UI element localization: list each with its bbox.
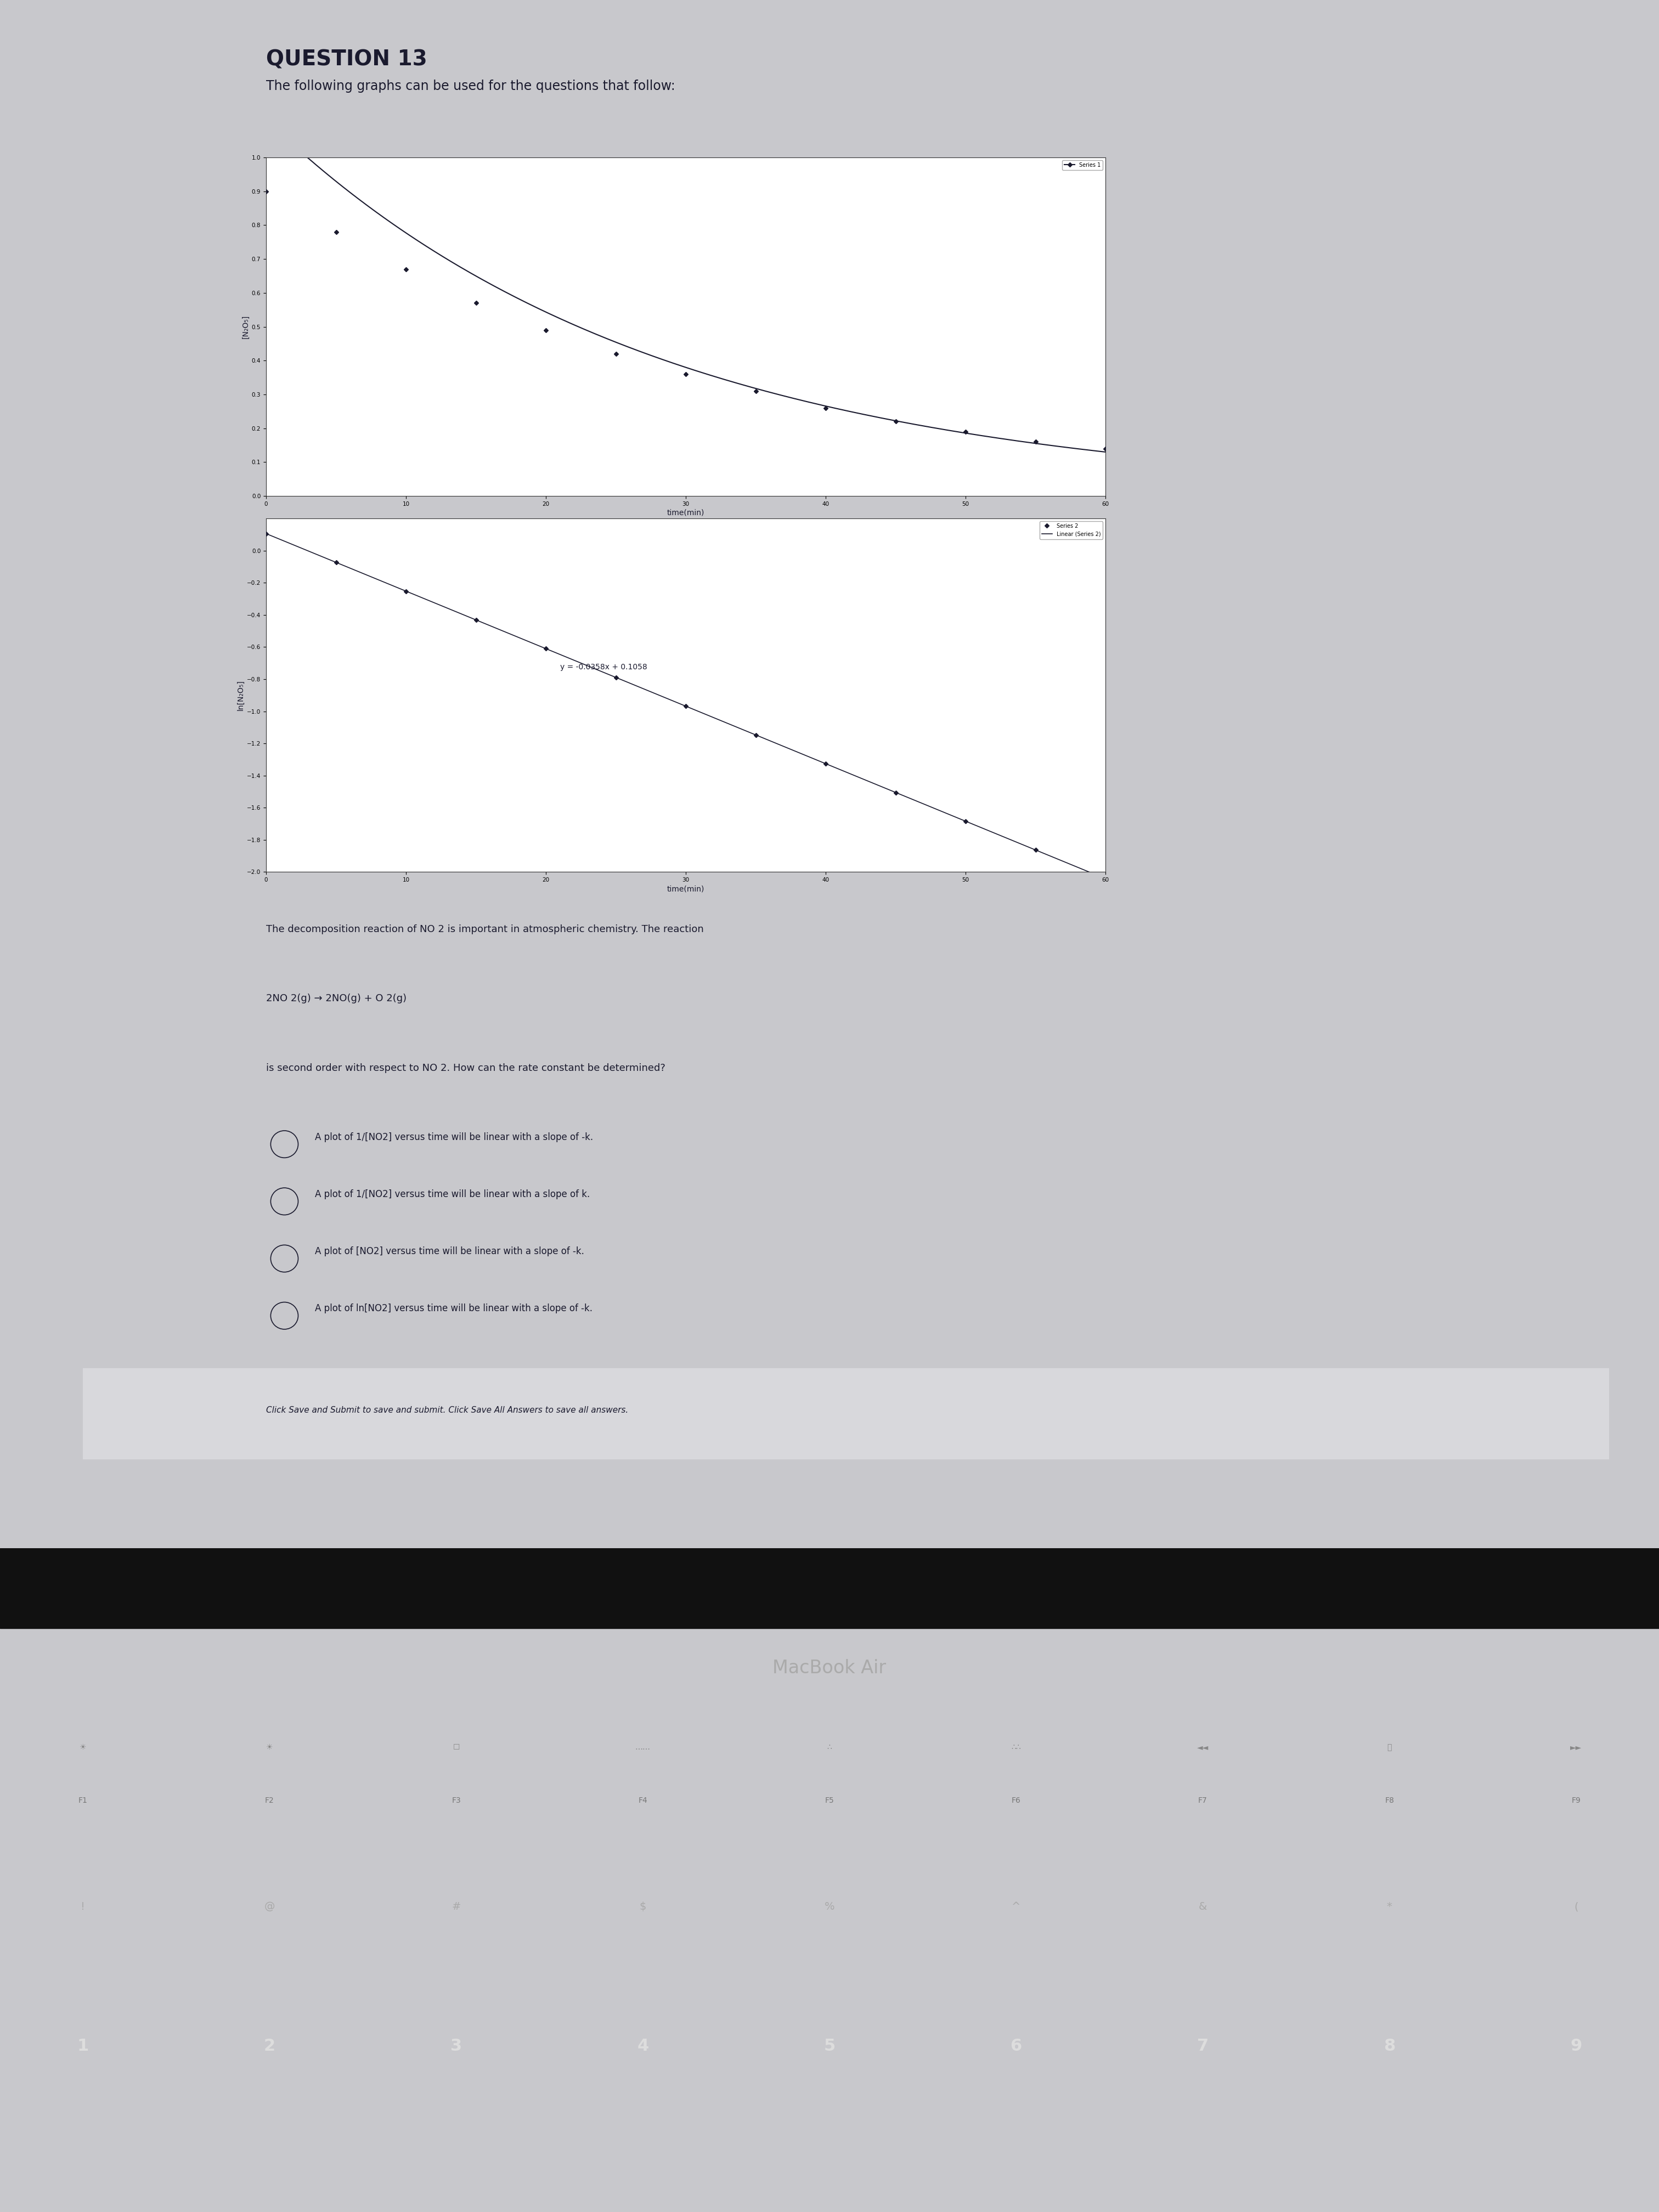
Legend: Series 1: Series 1 xyxy=(1062,159,1103,170)
Text: F4: F4 xyxy=(639,1796,647,1805)
Text: 1: 1 xyxy=(76,2037,90,2055)
Text: F6: F6 xyxy=(1012,1796,1020,1805)
Text: 9: 9 xyxy=(1569,2037,1583,2055)
Text: F2: F2 xyxy=(265,1796,274,1805)
Text: is second order with respect to NO 2. How can the rate constant be determined?: is second order with respect to NO 2. Ho… xyxy=(265,1064,665,1073)
Text: A plot of ln[NO2] versus time will be linear with a slope of -k.: A plot of ln[NO2] versus time will be li… xyxy=(315,1303,592,1314)
Text: 3: 3 xyxy=(451,2037,461,2055)
Text: F8: F8 xyxy=(1385,1796,1394,1805)
Text: Click Save and Submit to save and submit. Click Save All Answers to save all ans: Click Save and Submit to save and submit… xyxy=(265,1407,629,1413)
Series 2 xyxy=(816,750,836,776)
Text: ∴∴: ∴∴ xyxy=(1012,1743,1020,1752)
Series 2 xyxy=(1095,865,1115,891)
Linear (Series 2) xyxy=(259,522,279,549)
Linear (Series 2) xyxy=(1017,834,1037,860)
Text: F5: F5 xyxy=(825,1796,834,1805)
Series 2 xyxy=(606,664,625,690)
X-axis label: time(min): time(min) xyxy=(667,509,705,518)
X-axis label: time(min): time(min) xyxy=(667,885,705,894)
Text: A plot of 1/[NO2] versus time will be linear with a slope of -k.: A plot of 1/[NO2] versus time will be li… xyxy=(315,1133,594,1141)
Linear (Series 2) xyxy=(964,812,984,838)
Text: ∴: ∴ xyxy=(828,1743,831,1752)
Text: The following graphs can be used for the questions that follow:: The following graphs can be used for the… xyxy=(265,80,675,93)
Text: @: @ xyxy=(264,1902,275,1911)
Y-axis label: ln[N₂O₅]: ln[N₂O₅] xyxy=(237,679,244,710)
Text: *: * xyxy=(1387,1902,1392,1911)
Text: 6: 6 xyxy=(1010,2037,1022,2055)
Text: ◄◄: ◄◄ xyxy=(1196,1743,1209,1752)
Series 2 xyxy=(956,807,975,834)
Text: The decomposition reaction of NO 2 is important in atmospheric chemistry. The re: The decomposition reaction of NO 2 is im… xyxy=(265,925,703,933)
Text: F7: F7 xyxy=(1198,1796,1208,1805)
Text: A plot of [NO2] versus time will be linear with a slope of -k.: A plot of [NO2] versus time will be line… xyxy=(315,1248,584,1256)
Line: Linear (Series 2): Linear (Series 2) xyxy=(265,533,1105,878)
Series 2 xyxy=(1025,836,1045,863)
Linear (Series 2) xyxy=(770,732,790,759)
Text: ^: ^ xyxy=(1012,1902,1020,1911)
Text: ⏯: ⏯ xyxy=(1387,1743,1392,1752)
Linear (Series 2) xyxy=(255,520,275,546)
Text: 5: 5 xyxy=(823,2037,836,2055)
Linear (Series 2) xyxy=(753,726,773,752)
Text: ☀: ☀ xyxy=(265,1743,274,1752)
Series 2 xyxy=(536,635,556,661)
Text: y = -0.0358x + 0.1058: y = -0.0358x + 0.1058 xyxy=(559,664,647,670)
Text: ……: …… xyxy=(635,1743,650,1752)
Text: F1: F1 xyxy=(78,1796,88,1805)
Text: QUESTION 13: QUESTION 13 xyxy=(265,49,428,71)
Series 2 xyxy=(255,520,275,546)
Text: 2NO 2(g) → 2NO(g) + O 2(g): 2NO 2(g) → 2NO(g) + O 2(g) xyxy=(265,993,406,1004)
Text: 8: 8 xyxy=(1384,2037,1395,2055)
Text: F3: F3 xyxy=(451,1796,461,1805)
Series 2 xyxy=(327,549,347,575)
Y-axis label: [N₂O₅]: [N₂O₅] xyxy=(242,314,249,338)
Text: 7: 7 xyxy=(1198,2037,1208,2055)
Series 2 xyxy=(397,577,416,604)
Text: 2: 2 xyxy=(264,2037,275,2055)
Text: #: # xyxy=(451,1902,461,1911)
Text: F9: F9 xyxy=(1571,1796,1581,1805)
Text: &: & xyxy=(1198,1902,1208,1911)
Series 2 xyxy=(675,692,695,719)
Legend: Series 2, Linear (Series 2): Series 2, Linear (Series 2) xyxy=(1040,522,1103,540)
Bar xyxy=(83,1369,1609,1458)
Text: $: $ xyxy=(639,1902,647,1911)
Linear (Series 2) xyxy=(1095,865,1115,891)
Line: Series 2: Series 2 xyxy=(264,533,1107,880)
Text: %: % xyxy=(825,1902,834,1911)
Text: MacBook Air: MacBook Air xyxy=(773,1659,886,1677)
Linear (Series 2) xyxy=(757,726,776,752)
Series 2 xyxy=(466,606,486,633)
Series 2 xyxy=(886,779,906,805)
Series 2 xyxy=(747,721,766,748)
Text: A plot of 1/[NO2] versus time will be linear with a slope of k.: A plot of 1/[NO2] versus time will be li… xyxy=(315,1190,591,1199)
Text: ☀: ☀ xyxy=(80,1743,86,1752)
Bar xyxy=(0,1548,1659,1628)
Text: ☐: ☐ xyxy=(453,1743,460,1752)
Text: !: ! xyxy=(81,1902,85,1911)
Text: 4: 4 xyxy=(637,2037,649,2055)
Text: ►►: ►► xyxy=(1569,1743,1583,1752)
Text: (: ( xyxy=(1574,1902,1578,1911)
